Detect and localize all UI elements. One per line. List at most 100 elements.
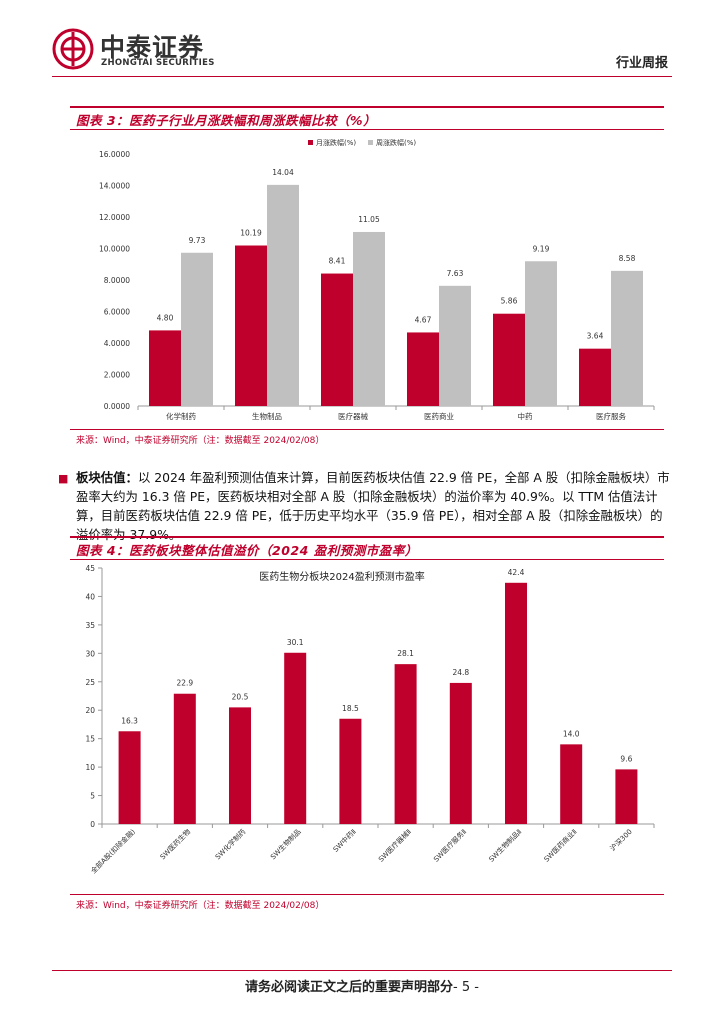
fig3-bottom-rule [70,429,664,430]
y-tick-label: 14.0000 [99,182,130,191]
x-tick-label: SW化学制药 [213,827,247,861]
y-tick-label: 0.0000 [104,402,130,411]
data-label: 4.80 [157,313,174,322]
y-tick-label: 6.0000 [104,308,130,317]
data-label: 20.5 [232,692,249,701]
x-tick-label: 中药 [518,411,533,421]
y-tick-label: 30 [85,649,95,658]
bar-monthly [579,348,611,406]
data-label: 9.73 [189,236,206,245]
x-tick-label: 医药商业 [424,411,454,421]
y-tick-label: 45 [85,564,95,573]
data-label: 10.19 [240,229,262,238]
chart-title: 医药生物分板块2024盈利预测市盈率 [259,570,424,583]
fig4-top-rule [70,536,664,538]
y-tick-label: 5 [90,792,95,801]
x-tick-label: SW医疗服务Ⅱ [432,827,469,864]
data-label: 42.4 [508,568,525,577]
y-tick-label: 10 [85,763,95,772]
data-label: 22.9 [176,679,193,688]
company-name-cn: 中泰证券 [100,33,205,62]
data-label: 30.1 [287,638,304,647]
x-tick-label: 沪深300 [608,827,634,853]
fig3-top-rule [70,106,664,108]
data-label: 18.5 [342,704,359,713]
y-tick-label: 20 [85,706,95,715]
x-tick-label: 医疗器械 [338,411,368,421]
data-label: 5.86 [501,297,518,306]
bar-monthly [493,313,525,406]
legend-swatch [308,140,313,145]
bar-weekly [267,184,299,406]
y-tick-label: 15 [85,735,95,744]
y-tick-label: 12.0000 [99,213,130,222]
footer-text: 请务必阅读正文之后的重要声明部分 [245,980,454,995]
fig3-chart: 0.0000 2.0000 4.0000 6.0000 8.0000 10.0000 12.… [99,138,655,421]
paragraph-bullet: ■ [58,472,69,485]
bar [505,582,527,824]
bar-monthly [407,332,439,406]
fig3-title-rule [70,129,664,130]
y-tick-label: 0 [90,820,95,829]
fig3-source: 来源：Wind，中泰证券研究所（注：数据截至 2024/02/08） [76,436,325,446]
data-label: 4.67 [415,315,432,324]
bar-monthly [321,273,353,406]
report-type: 行业周报 [615,56,668,71]
bar [615,769,638,824]
bar-weekly [439,285,471,406]
y-tick-label: 40 [85,592,95,601]
x-tick-label: SW医药生物 [158,827,192,861]
bar [229,707,251,824]
bar [173,693,196,824]
x-tick-label: SW医药商业Ⅱ [542,827,579,864]
valuation-paragraph: 板块估值：以 2024 年盈利预测估值来计算，目前医药板块估值 22.9 倍 P… [76,468,672,544]
y-tick-label: 10.0000 [99,245,130,254]
data-label: 14.0 [563,729,580,738]
x-tick-label: 生物制品 [252,411,282,421]
data-label: 28.1 [397,649,414,658]
paragraph-label: 板块估值： [76,470,138,485]
header-divider [52,76,672,77]
bar-weekly [611,270,643,406]
data-label: 7.63 [447,269,464,278]
bar [449,682,472,824]
data-label: 24.8 [452,668,469,677]
company-name-en: ZHONGTAI SECURITIES [101,58,215,68]
paragraph-text: 以 2024 年盈利预测估值来计算，目前医药板块估值 22.9 倍 PE，全部 … [76,470,670,542]
x-tick-label: SW生物制品 [268,827,302,861]
fig4-bottom-rule [70,894,664,895]
x-tick-label: SW中药Ⅱ [331,827,358,854]
data-label: 3.64 [587,332,604,341]
legend-label: 周涨跌幅(%) [376,138,416,147]
data-label: 8.41 [329,257,346,266]
x-tick-label: 化学制药 [166,411,196,421]
bar-weekly [353,231,385,406]
legend-label: 月涨跌幅(%) [316,138,356,147]
footer-disclaimer: 请务必阅读正文之后的重要声明部分- 5 - [0,976,724,995]
fig4-source: 来源：Wind，中泰证券研究所（注：数据截至 2024/02/08） [76,901,325,911]
y-tick-label: 16.0000 [99,150,130,159]
bar [284,652,307,824]
bar [118,731,141,824]
data-label: 14.04 [272,168,294,177]
y-tick-label: 8.0000 [104,276,130,285]
y-tick-label: 35 [85,621,95,630]
x-tick-label: 全部A股(扣除金融) [89,827,137,875]
x-tick-label: 医疗服务 [596,411,626,421]
logo-icon [52,28,94,70]
bar [560,744,583,824]
bar-monthly [149,330,181,406]
y-tick-label: 25 [85,678,95,687]
bar-weekly [525,261,557,406]
y-tick-label: 2.0000 [104,371,130,380]
bar-monthly [235,245,267,406]
fig3-title: 图表 3：医药子行业月涨跌幅和周涨跌幅比较（%） [76,113,377,128]
legend-swatch [368,140,373,145]
fig4-title-rule [70,559,664,560]
bar [394,664,417,824]
data-label: 8.58 [619,254,636,263]
fig4-title: 图表 4：医药板块整体估值溢价（2024 盈利预测市盈率） [76,543,418,558]
x-tick-label: SW医疗器械Ⅱ [376,827,413,864]
bar [339,718,362,824]
data-label: 11.05 [358,215,380,224]
